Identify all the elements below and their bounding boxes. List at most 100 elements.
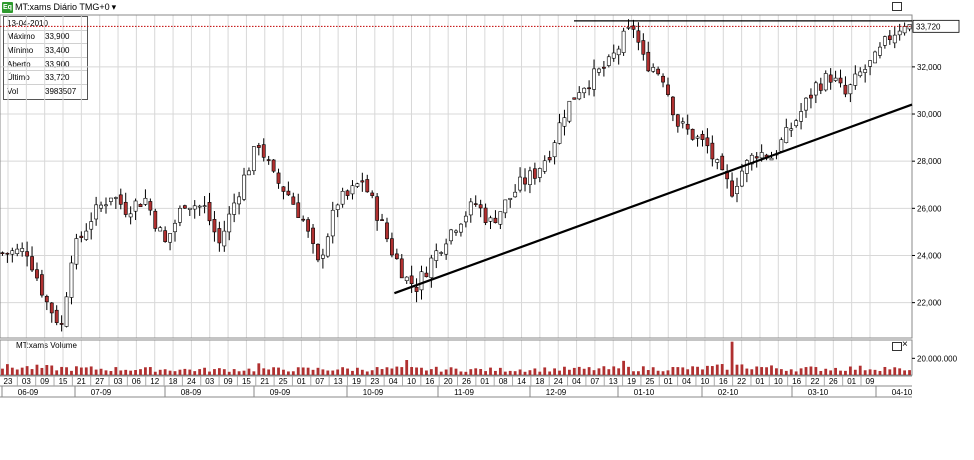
x-tick-label: 04: [389, 377, 398, 386]
candle-body: [99, 204, 103, 209]
candle-body: [873, 51, 877, 64]
volume-bar: [651, 367, 655, 375]
volume-bar: [65, 367, 68, 375]
volume-bar: [567, 369, 571, 375]
volume-bar: [646, 370, 650, 375]
candle-body: [227, 213, 232, 233]
candle-body: [897, 30, 902, 36]
maximize-icon[interactable]: [892, 2, 902, 11]
volume-bar: [60, 366, 64, 375]
volume-bar: [563, 366, 566, 375]
plot-frame: [0, 14, 913, 339]
volume-bar: [148, 367, 152, 375]
volume-bar: [163, 369, 167, 375]
last-price-box: [912, 19, 960, 33]
candle-body: [266, 159, 271, 161]
volume-bar: [30, 369, 34, 375]
candle-body: [498, 211, 503, 225]
volume-bar: [844, 370, 847, 375]
volume-bar: [834, 367, 837, 375]
candle-body: [5, 252, 10, 255]
volume-maximize-icon[interactable]: [892, 342, 902, 351]
volume-bar: [725, 369, 729, 375]
candle-body: [813, 82, 818, 96]
candle-body: [69, 262, 74, 298]
volume-bar: [656, 370, 660, 375]
volume-bar: [750, 369, 754, 375]
volume-bar: [365, 371, 369, 375]
volume-bar: [213, 369, 216, 375]
volume-bar: [301, 367, 305, 375]
candle-body: [104, 204, 108, 207]
x-tick-label: 21: [77, 377, 86, 386]
candle-body: [128, 213, 133, 218]
volume-bar: [760, 367, 764, 375]
x-tick-label: 04: [572, 377, 581, 386]
volume-bar: [104, 370, 108, 375]
candle-body: [94, 204, 99, 220]
volume-bar: [45, 365, 49, 375]
volume-bar: [878, 371, 882, 375]
candle-body: [54, 309, 59, 323]
volume-bar: [730, 341, 734, 375]
volume-bar: [720, 364, 724, 375]
volume-bar: [124, 369, 128, 375]
candle-body: [232, 202, 237, 215]
candle-body: [311, 227, 315, 244]
candle-body: [15, 248, 20, 255]
candle-body: [74, 238, 79, 265]
volume-bar: [134, 370, 137, 375]
candle-body: [626, 26, 631, 29]
x-tick-label: 04: [682, 377, 691, 386]
volume-bar: [439, 371, 443, 375]
month-label: 11-09: [454, 388, 474, 397]
candle-body: [685, 123, 690, 130]
volume-bar: [681, 367, 685, 375]
volume-bar: [858, 365, 862, 375]
candle-body: [222, 230, 227, 247]
candle-body: [537, 168, 542, 178]
close-icon[interactable]: ×: [902, 339, 908, 350]
candle-body: [878, 46, 882, 56]
volume-bar: [548, 371, 552, 375]
volume-bar: [853, 369, 857, 375]
candle-body: [380, 219, 384, 221]
candle-body: [646, 51, 651, 72]
info-row-last: Último 33,720: [4, 70, 87, 84]
volume-bar: [405, 360, 409, 375]
x-tick-label: 24: [187, 377, 196, 386]
x-tick-label: 15: [242, 377, 251, 386]
candle-body: [611, 52, 616, 59]
info-label: Mínimo: [7, 45, 34, 55]
volume-bar: [898, 368, 902, 375]
volume-bar: [464, 371, 468, 375]
candle-body: [700, 133, 705, 140]
x-tick-label: 10: [407, 377, 416, 386]
volume-bar: [908, 370, 911, 375]
candle-body: [404, 276, 409, 282]
volume-bar: [35, 364, 39, 375]
volume-bar: [341, 367, 345, 375]
candle-body: [276, 172, 281, 184]
volume-bar: [755, 366, 759, 375]
volume-bar: [770, 365, 773, 375]
candle-body: [143, 197, 148, 205]
candle-body: [675, 114, 680, 127]
volume-bar: [395, 366, 399, 375]
candle-body: [523, 177, 527, 185]
volume-bar: [696, 366, 699, 375]
volume-bar: [222, 369, 226, 375]
x-tick-label: 01: [297, 377, 306, 386]
candle-body: [153, 210, 158, 229]
volume-bar: [740, 364, 744, 375]
volume-bar: [592, 370, 596, 375]
candle-body: [360, 180, 365, 183]
chevron-down-icon[interactable]: ▾: [111, 1, 117, 12]
candle-body: [192, 205, 197, 210]
x-tick-label: 06: [132, 377, 141, 386]
volume-bar: [20, 367, 24, 375]
volume-bar: [449, 367, 453, 375]
x-tick-label: 25: [279, 377, 288, 386]
chart-title-bar[interactable]: Eq MT:xams Diário TMG+0 ▾: [2, 1, 116, 13]
